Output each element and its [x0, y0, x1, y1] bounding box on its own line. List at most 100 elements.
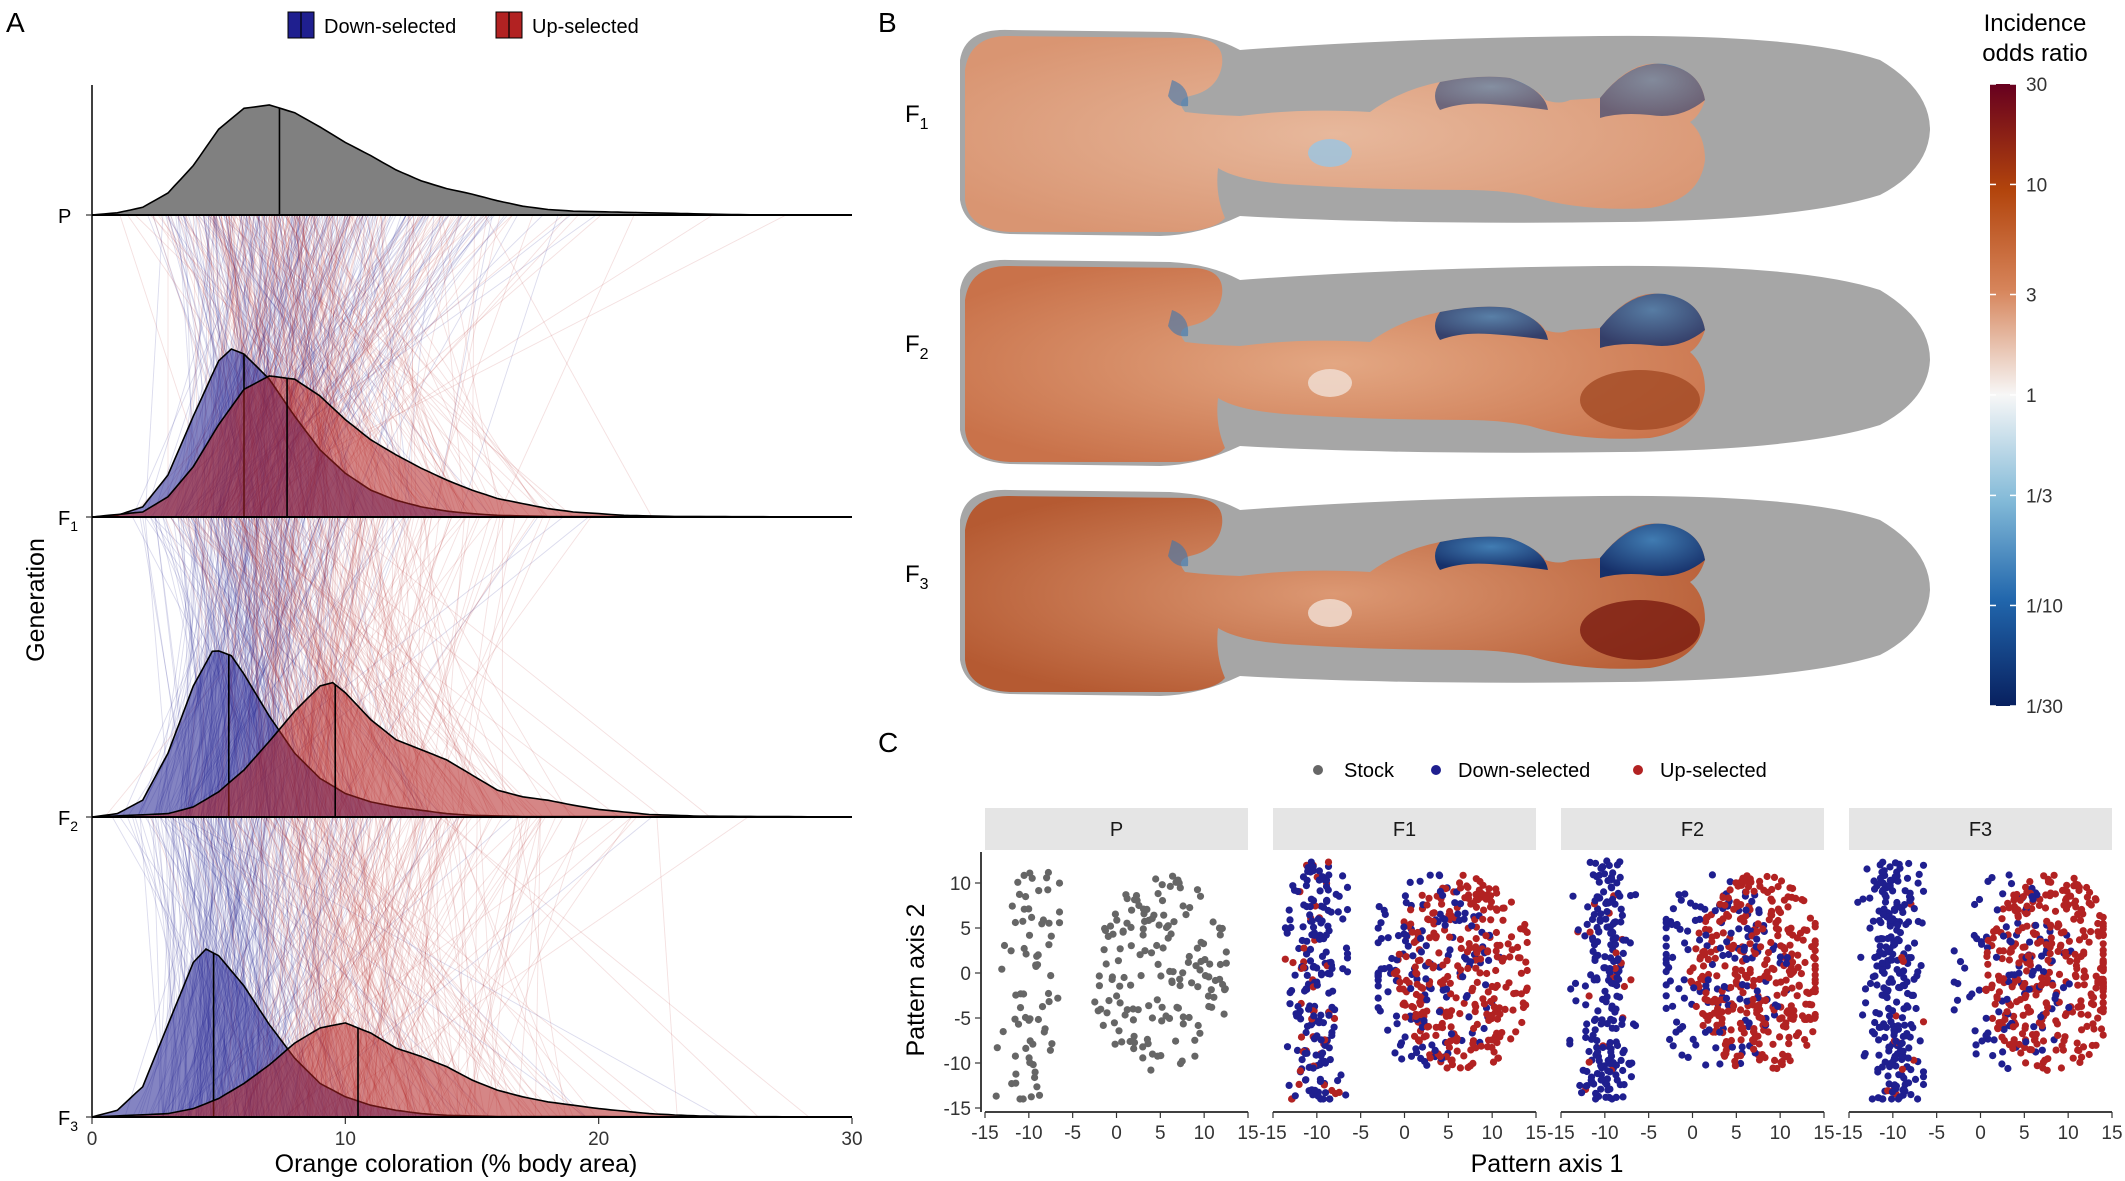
scatter-point: [1811, 923, 1819, 931]
scatter-point: [1878, 1063, 1886, 1071]
scatter-point: [1971, 1027, 1979, 1035]
scatter-point: [1591, 954, 1599, 962]
scatter-point: [1129, 1005, 1137, 1013]
scatter-point: [1662, 992, 1670, 1000]
scatter-point: [1027, 1093, 1035, 1101]
scatter-point: [1011, 918, 1020, 927]
scatter-point: [1990, 1036, 1998, 1044]
scatter-point: [1753, 987, 1761, 995]
scatter-point: [1147, 949, 1156, 957]
scatter-point: [1299, 964, 1308, 972]
scatter-point: [1390, 969, 1398, 978]
scatter-point: [1297, 1033, 1306, 1041]
scatter-point: [1583, 1020, 1591, 1028]
lineage-line: [474, 816, 478, 1118]
scatter-point: [1811, 955, 1819, 963]
lineage-line: [301, 214, 549, 518]
scatter-point: [1619, 1093, 1627, 1101]
generation-label-F1: F1: [58, 508, 78, 534]
scatter-point: [1736, 915, 1745, 923]
scatter-point: [2007, 945, 2015, 954]
scatter-point: [1455, 916, 1463, 925]
scatter-point: [2007, 1001, 2015, 1009]
scatter-point: [1774, 926, 1783, 934]
scatter-point: [1728, 945, 1736, 953]
colorbar-tick-label: 3: [2026, 286, 2037, 307]
x-tick-label: -15: [1547, 1123, 1574, 1144]
scatter-point: [1592, 1095, 1600, 1103]
lineage-line: [152, 214, 253, 518]
scatter-point: [1734, 882, 1742, 890]
scatter-point: [1993, 906, 2001, 914]
scatter-point: [1699, 1021, 1707, 1030]
lineage-line: [228, 816, 534, 1118]
scatter-point: [2060, 928, 2068, 936]
scatter-point: [1755, 1040, 1763, 1048]
lineage-line: [408, 214, 506, 518]
scatter-point: [2013, 998, 2021, 1006]
scatter-point: [1448, 1056, 1456, 1064]
scatter-point: [1377, 919, 1385, 927]
lineage-line: [144, 214, 237, 518]
lineage-line: [218, 214, 574, 518]
scatter-point: [1418, 891, 1426, 899]
scatter-point: [1899, 908, 1907, 917]
panel-a: A Down-selected Up-selected P F1 F2 F3 0 10 2…: [6, 7, 863, 1178]
scatter-point: [1221, 985, 1229, 993]
scatter-point: [2070, 874, 2078, 882]
scatter-point: [1012, 1070, 1020, 1078]
scatter-point: [1894, 877, 1902, 885]
lineage-line: [484, 214, 653, 518]
scatter-point: [2070, 899, 2078, 908]
lineage-line: [225, 214, 475, 518]
lineage-line: [486, 816, 524, 1118]
scatter-point: [1110, 1019, 1118, 1027]
lineage-line: [350, 214, 544, 518]
scatter-point: [1330, 1023, 1338, 1031]
scatter-point: [2099, 922, 2107, 930]
scatter-point: [1713, 931, 1721, 940]
scatter-point: [2076, 916, 2085, 925]
scatter-point: [1031, 1073, 1039, 1082]
scatter-point: [1216, 975, 1224, 983]
panel-c-legend: Stock Down-selected Up-selected: [1313, 760, 1767, 782]
scatter-point: [1400, 923, 1408, 931]
scatter-point: [1196, 892, 1205, 900]
scatter-point: [2047, 934, 2055, 942]
scatter-point: [1727, 1026, 1735, 1034]
scatter-point: [1735, 925, 1743, 933]
scatter-point: [1809, 1028, 1817, 1036]
scatter-point: [1792, 894, 1800, 903]
scatter-point: [1727, 929, 1735, 937]
y-tick-label: 10: [950, 874, 971, 895]
scatter-point: [1507, 1035, 1515, 1043]
scatter-point: [1155, 921, 1163, 929]
scatter-point: [1108, 973, 1116, 981]
scatter-point: [1464, 964, 1472, 973]
scatter-point: [1015, 890, 1024, 899]
scatter-point: [2073, 882, 2081, 890]
scatter-point: [1684, 946, 1692, 954]
scatter-point: [1343, 968, 1352, 976]
scatter-point: [2028, 893, 2036, 901]
scatter-point: [1950, 947, 1958, 955]
scatter-point: [2026, 938, 2034, 946]
scatter-point: [1790, 1012, 1798, 1020]
scatter-point: [1461, 909, 1469, 917]
scatter-point: [1397, 1039, 1406, 1047]
colorbar-tick-label: 1/30: [2026, 697, 2063, 718]
scatter-point: [2094, 1014, 2102, 1022]
scatter-point: [2061, 948, 2069, 956]
scatter-point: [1407, 985, 1415, 993]
scatter-point: [2055, 970, 2064, 979]
scatter-point: [1191, 1036, 1199, 1044]
scatter-point: [1300, 901, 1308, 909]
scatter-point: [1456, 1010, 1464, 1018]
scatter-point: [1711, 954, 1719, 962]
scatter-point: [1153, 996, 1161, 1004]
scatter-point: [1201, 972, 1209, 980]
y-tick-label: 0: [960, 964, 971, 985]
scatter-point: [1376, 1007, 1384, 1015]
scatter-point: [1339, 872, 1347, 880]
scatter-point: [1377, 965, 1385, 973]
